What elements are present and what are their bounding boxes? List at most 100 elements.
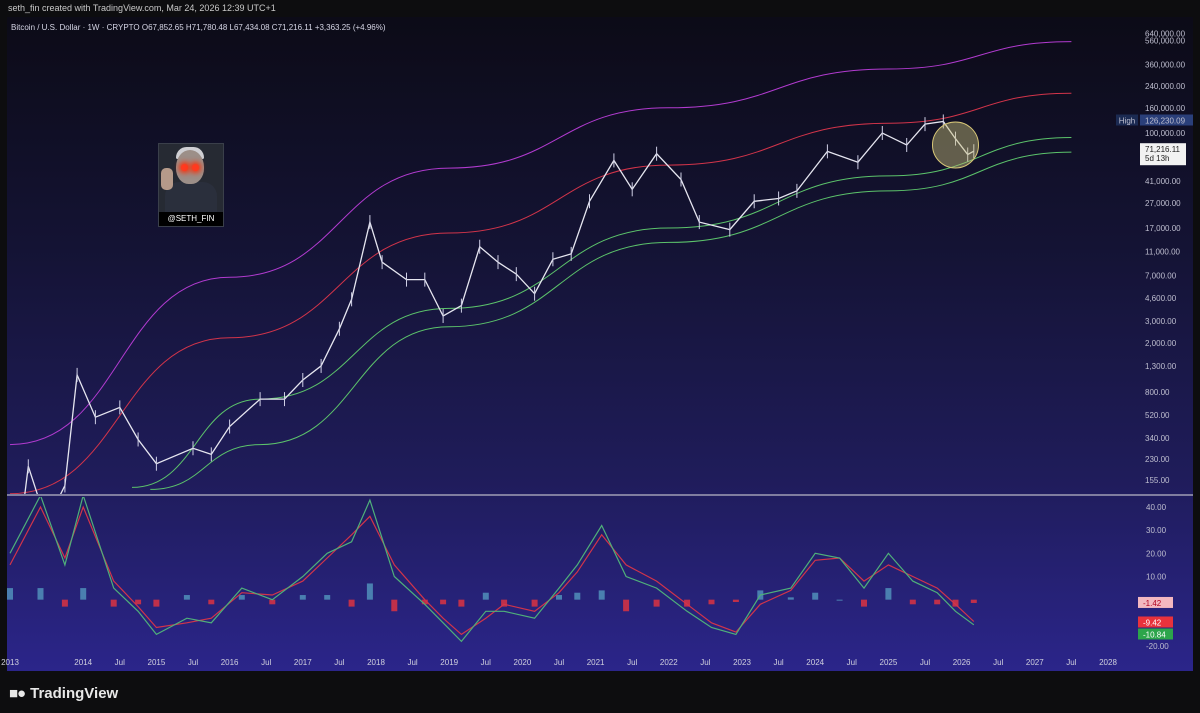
high-marker-value: 126,230.09 <box>1145 117 1186 126</box>
time-axis-tick: Jul <box>773 658 783 667</box>
osc-histogram-bar <box>183 595 190 600</box>
price-axis-tick: 1,300.00 <box>1145 362 1177 371</box>
osc-histogram-bar <box>324 595 331 600</box>
ohlc-change: +3,363.25 (+4.96%) <box>314 23 386 32</box>
osc-histogram-bar <box>440 599 447 605</box>
price-axis-tick: 41,000.00 <box>1145 177 1181 186</box>
time-axis-tick: 2024 <box>806 658 824 667</box>
time-axis-tick: Jul <box>481 658 491 667</box>
tradingview-logo[interactable]: ■● TradingView <box>9 683 118 703</box>
attribution-text: seth_fin created with TradingView.com, M… <box>8 3 276 13</box>
osc-marker-box <box>1138 616 1173 628</box>
price-axis-tick: 17,000.00 <box>1145 224 1181 233</box>
osc-fast-line <box>9 497 975 643</box>
osc-marker-box <box>1138 628 1173 640</box>
time-axis-tick: 2026 <box>953 658 971 667</box>
osc-histogram-bar <box>421 599 428 605</box>
time-axis-tick: 2013 <box>1 658 19 667</box>
osc-histogram-bar <box>934 599 941 605</box>
osc-histogram-bar <box>458 599 465 607</box>
osc-histogram-bar <box>61 599 68 607</box>
osc-histogram-bar <box>970 599 977 603</box>
osc-histogram-bar <box>269 599 276 605</box>
avatar-face <box>176 150 204 184</box>
symbol-name: Bitcoin / U.S. Dollar · 1W · CRYPTO <box>11 23 140 32</box>
osc-histogram-bar <box>556 595 562 600</box>
price-axis-tick: 520.00 <box>1145 411 1170 420</box>
osc-histogram-bar <box>653 599 660 607</box>
osc-marker-box <box>1138 596 1173 608</box>
time-axis-tick: 2017 <box>294 658 312 667</box>
price-axis-tick: 360,000.00 <box>1145 60 1186 69</box>
time-axis-tick: Jul <box>115 658 125 667</box>
osc-histogram-bar <box>391 599 398 612</box>
price-axis-tick: 230.00 <box>1145 455 1170 464</box>
time-axis-tick: Jul <box>554 658 564 667</box>
time-axis-tick: 2018 <box>367 658 385 667</box>
osc-axis-tick: -20.00 <box>1146 642 1169 651</box>
price-axis-tick: 155.00 <box>1145 476 1170 485</box>
osc-histogram-bar <box>732 599 739 602</box>
time-axis-tick: 2015 <box>148 658 166 667</box>
osc-histogram-bar <box>684 599 691 607</box>
avatar-hand <box>161 168 173 190</box>
time-axis-tick: 2028 <box>1099 658 1117 667</box>
osc-histogram-bar <box>37 588 44 600</box>
price-axis-tick: 11,000.00 <box>1145 247 1181 256</box>
price-axis-tick: 240,000.00 <box>1145 82 1186 91</box>
time-axis-tick: 2025 <box>880 658 898 667</box>
price-axis-tick: 640,000.00 <box>1145 29 1186 38</box>
avatar-eye-right <box>192 164 199 171</box>
time-axis-tick: 2016 <box>221 658 239 667</box>
avatar-body <box>165 182 217 212</box>
osc-slow-line <box>9 505 975 636</box>
osc-histogram-bar <box>135 599 142 605</box>
high-marker-box <box>1140 114 1193 126</box>
ohlc-low: L67,434.08 <box>229 23 270 32</box>
osc-histogram-bar <box>482 592 489 600</box>
time-axis-tick: Jul <box>993 658 1003 667</box>
highlight-circle <box>932 121 979 169</box>
avatar: @SETH_FIN <box>158 143 224 227</box>
osc-histogram-bar <box>208 599 215 605</box>
time-axis-tick: 2020 <box>514 658 532 667</box>
osc-axis-tick: 40.00 <box>1146 503 1167 512</box>
osc-histogram-bar <box>623 599 630 612</box>
current-price-countdown: 5d 13h <box>1145 154 1169 163</box>
osc-histogram-bar <box>885 588 892 600</box>
osc-histogram-bar <box>366 583 373 600</box>
price-axis-tick: 4,600.00 <box>1145 294 1177 303</box>
osc-histogram-bar <box>574 592 581 600</box>
time-axis-tick: Jul <box>188 658 198 667</box>
osc-histogram-bar <box>80 588 87 600</box>
osc-histogram-bar <box>861 599 867 607</box>
price-axis-tick: 3,000.00 <box>1145 317 1177 326</box>
time-axis-tick: Jul <box>700 658 710 667</box>
band-lower <box>150 151 1072 490</box>
price-axis-tick: 27,000.00 <box>1145 199 1181 208</box>
current-price-box <box>1140 143 1186 166</box>
time-axis-tick: 2027 <box>1026 658 1044 667</box>
current-price-value: 71,216.11 <box>1145 145 1181 154</box>
osc-histogram-bar <box>836 599 843 601</box>
osc-axis-tick: 10.00 <box>1146 573 1167 582</box>
avatar-label: @SETH_FIN <box>159 212 223 226</box>
band-lower-upper <box>131 136 1072 488</box>
price-line <box>24 120 975 494</box>
osc-histogram-bar <box>501 599 508 607</box>
tradingview-logo-icon: ■● <box>9 684 26 702</box>
price-axis-tick: 160,000.00 <box>1145 104 1186 113</box>
chart-area[interactable]: Bitcoin / U.S. Dollar · 1W · CRYPTO O67,… <box>7 17 1193 671</box>
osc-histogram-bar <box>598 590 605 600</box>
osc-marker-value: -9.42 <box>1143 618 1162 627</box>
osc-axis-tick: 20.00 <box>1146 549 1167 558</box>
time-axis-tick: Jul <box>920 658 930 667</box>
price-axis-tick: 100,000.00 <box>1145 129 1186 138</box>
time-axis-tick: Jul <box>627 658 637 667</box>
ohlc-close: C71,216.11 <box>271 23 313 32</box>
price-axis-tick: 340.00 <box>1145 434 1170 443</box>
avatar-eye-left <box>181 164 188 171</box>
osc-histogram-bar <box>909 599 916 605</box>
osc-histogram-bar <box>812 592 819 600</box>
